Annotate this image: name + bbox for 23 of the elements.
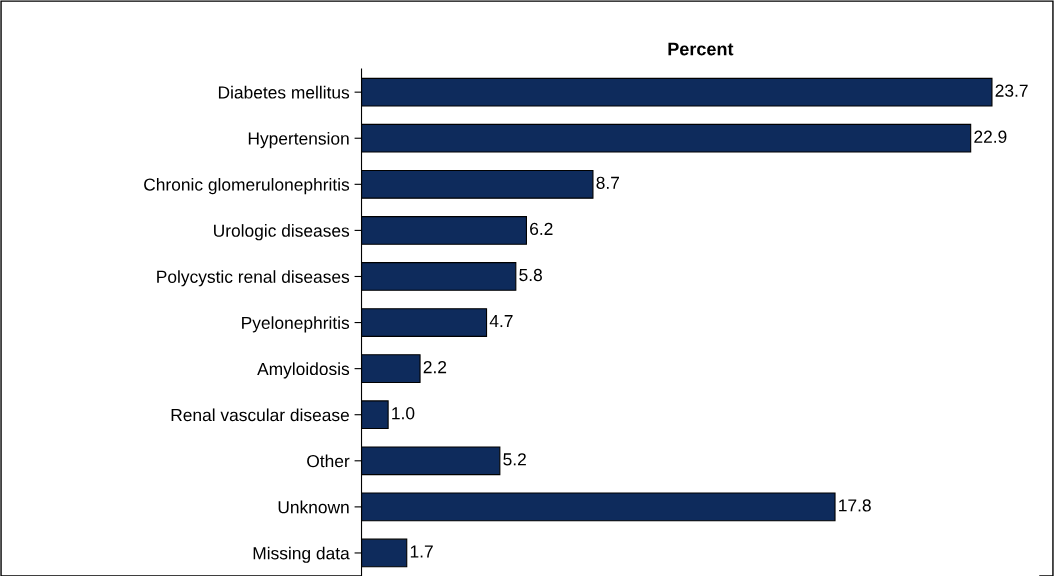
y-tick-label: Amyloidosis: [257, 362, 350, 379]
data-label: 8.7: [596, 176, 619, 189]
data-label: 1.7: [410, 545, 433, 558]
data-label: 23.7: [995, 84, 1028, 97]
y-tick-label: Pyelonephritis: [242, 316, 350, 333]
y-tick-label: Renal vascular disease: [171, 408, 349, 422]
data-label: 6.2: [530, 222, 553, 236]
y-tick-label: Other: [307, 454, 350, 468]
y-tick-label: Missing data: [253, 546, 350, 563]
data-label: 5.8: [519, 268, 542, 282]
y-tick-label: Unknown: [278, 500, 349, 514]
data-label: 1.0: [392, 407, 415, 420]
chart-title: Percent: [668, 42, 734, 56]
data-label: 5.2: [503, 453, 526, 466]
y-tick-label: Hypertension: [248, 131, 349, 149]
y-tick-label: Polycystic renal diseases: [157, 270, 350, 287]
data-label: 2.2: [423, 361, 447, 374]
data-label: 17.8: [839, 499, 871, 512]
y-tick-label: Urologic diseases: [214, 224, 350, 241]
data-label: 4.7: [489, 315, 513, 328]
data-label: 22.9: [974, 130, 1007, 143]
y-tick-label: Diabetes mellitus: [218, 85, 350, 99]
y-tick-label: Chronic glomerulonephritis: [144, 178, 350, 195]
